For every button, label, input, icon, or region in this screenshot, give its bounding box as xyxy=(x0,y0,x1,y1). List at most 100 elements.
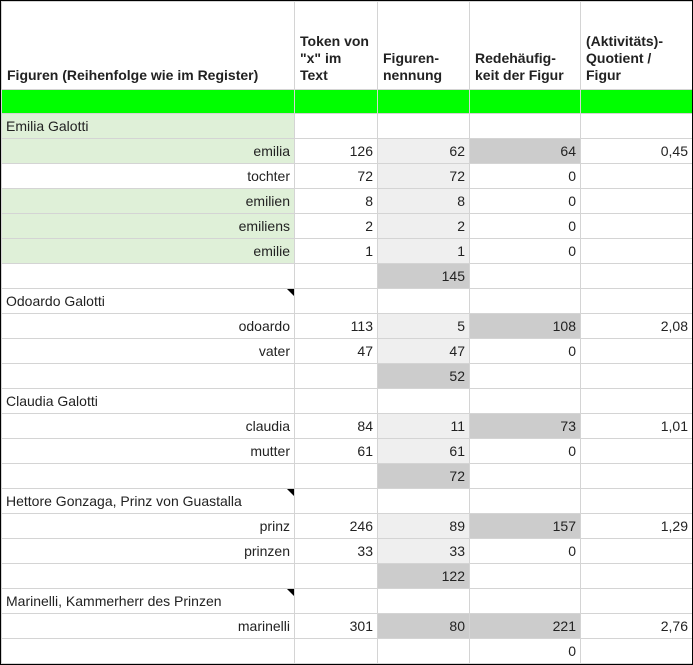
cell[interactable] xyxy=(294,113,378,139)
cell[interactable] xyxy=(294,263,378,289)
token-cell[interactable]: 72 xyxy=(294,163,378,189)
cell[interactable] xyxy=(469,363,581,389)
cell[interactable] xyxy=(377,638,470,664)
cell[interactable] xyxy=(580,488,692,514)
nennung-cell[interactable]: 80 xyxy=(377,613,470,639)
nennung-cell[interactable]: 89 xyxy=(377,513,470,539)
cell[interactable] xyxy=(580,463,692,489)
word-cell[interactable]: tochter xyxy=(1,163,295,189)
cell[interactable] xyxy=(580,563,692,589)
token-cell[interactable]: 1 xyxy=(294,238,378,264)
cell[interactable] xyxy=(294,89,378,114)
cell[interactable] xyxy=(294,463,378,489)
cell[interactable] xyxy=(1,263,295,289)
quotient-cell[interactable]: 2,08 xyxy=(580,313,692,339)
quotient-cell[interactable] xyxy=(580,188,692,214)
cell[interactable] xyxy=(580,638,692,664)
token-cell[interactable]: 8 xyxy=(294,188,378,214)
group-name-cell[interactable]: Odoardo Galotti xyxy=(1,288,295,314)
cell[interactable] xyxy=(377,288,470,314)
cell[interactable] xyxy=(580,363,692,389)
total-cell[interactable]: 145 xyxy=(377,263,470,289)
word-cell[interactable]: odoardo xyxy=(1,313,295,339)
cell[interactable] xyxy=(580,588,692,614)
word-cell[interactable]: emilia xyxy=(1,138,295,164)
total-cell[interactable]: 0 xyxy=(469,638,581,664)
word-cell[interactable]: prinzen xyxy=(1,538,295,564)
cell[interactable] xyxy=(294,563,378,589)
header-rede[interactable]: Redehäufig-keit der Figur xyxy=(469,1,581,90)
cell[interactable] xyxy=(377,488,470,514)
total-cell[interactable]: 52 xyxy=(377,363,470,389)
rede-cell[interactable]: 0 xyxy=(469,238,581,264)
rede-cell[interactable]: 221 xyxy=(469,613,581,639)
rede-cell[interactable]: 0 xyxy=(469,163,581,189)
cell[interactable] xyxy=(469,488,581,514)
cell[interactable] xyxy=(294,588,378,614)
quotient-cell[interactable]: 1,01 xyxy=(580,413,692,439)
header-token[interactable]: Token von "x" im Text xyxy=(294,1,378,90)
nennung-cell[interactable]: 11 xyxy=(377,413,470,439)
word-cell[interactable]: prinz xyxy=(1,513,295,539)
cell[interactable] xyxy=(580,113,692,139)
cell[interactable] xyxy=(469,263,581,289)
group-name-cell[interactable]: Emilia Galotti xyxy=(1,113,295,139)
rede-cell[interactable]: 0 xyxy=(469,538,581,564)
cell[interactable] xyxy=(1,563,295,589)
cell[interactable] xyxy=(377,113,470,139)
cell[interactable] xyxy=(469,563,581,589)
total-cell[interactable]: 72 xyxy=(377,463,470,489)
quotient-cell[interactable] xyxy=(580,538,692,564)
rede-cell[interactable]: 64 xyxy=(469,138,581,164)
cell[interactable] xyxy=(1,638,295,664)
token-cell[interactable]: 301 xyxy=(294,613,378,639)
cell[interactable] xyxy=(469,588,581,614)
quotient-cell[interactable] xyxy=(580,438,692,464)
word-cell[interactable]: claudia xyxy=(1,413,295,439)
header-quotient[interactable]: (Aktivitäts)-Quotient / Figur xyxy=(580,1,692,90)
header-nennung[interactable]: Figuren-nennung xyxy=(377,1,470,90)
cell[interactable] xyxy=(1,89,295,114)
cell[interactable] xyxy=(294,388,378,414)
token-cell[interactable]: 113 xyxy=(294,313,378,339)
word-cell[interactable]: emilien xyxy=(1,188,295,214)
quotient-cell[interactable] xyxy=(580,238,692,264)
nennung-cell[interactable]: 47 xyxy=(377,338,470,364)
total-cell[interactable]: 122 xyxy=(377,563,470,589)
nennung-cell[interactable]: 33 xyxy=(377,538,470,564)
token-cell[interactable]: 84 xyxy=(294,413,378,439)
nennung-cell[interactable]: 1 xyxy=(377,238,470,264)
cell[interactable] xyxy=(469,463,581,489)
token-cell[interactable]: 47 xyxy=(294,338,378,364)
cell[interactable] xyxy=(377,388,470,414)
group-name-cell[interactable]: Claudia Galotti xyxy=(1,388,295,414)
group-name-cell[interactable]: Hettore Gonzaga, Prinz von Guastalla xyxy=(1,488,295,514)
cell[interactable] xyxy=(294,363,378,389)
nennung-cell[interactable]: 2 xyxy=(377,213,470,239)
rede-cell[interactable]: 0 xyxy=(469,438,581,464)
quotient-cell[interactable] xyxy=(580,213,692,239)
rede-cell[interactable]: 0 xyxy=(469,188,581,214)
rede-cell[interactable]: 157 xyxy=(469,513,581,539)
word-cell[interactable]: marinelli xyxy=(1,613,295,639)
rede-cell[interactable]: 73 xyxy=(469,413,581,439)
cell[interactable] xyxy=(294,488,378,514)
quotient-cell[interactable]: 1,29 xyxy=(580,513,692,539)
rede-cell[interactable]: 108 xyxy=(469,313,581,339)
cell[interactable] xyxy=(469,388,581,414)
word-cell[interactable]: mutter xyxy=(1,438,295,464)
cell[interactable] xyxy=(580,388,692,414)
token-cell[interactable]: 2 xyxy=(294,213,378,239)
word-cell[interactable]: emilie xyxy=(1,238,295,264)
cell[interactable] xyxy=(469,288,581,314)
rede-cell[interactable]: 0 xyxy=(469,338,581,364)
group-name-cell[interactable]: Marinelli, Kammerherr des Prinzen xyxy=(1,588,295,614)
token-cell[interactable]: 33 xyxy=(294,538,378,564)
nennung-cell[interactable]: 72 xyxy=(377,163,470,189)
cell[interactable] xyxy=(1,463,295,489)
cell[interactable] xyxy=(294,638,378,664)
cell[interactable] xyxy=(377,89,470,114)
cell[interactable] xyxy=(580,89,692,114)
nennung-cell[interactable]: 8 xyxy=(377,188,470,214)
cell[interactable] xyxy=(294,288,378,314)
